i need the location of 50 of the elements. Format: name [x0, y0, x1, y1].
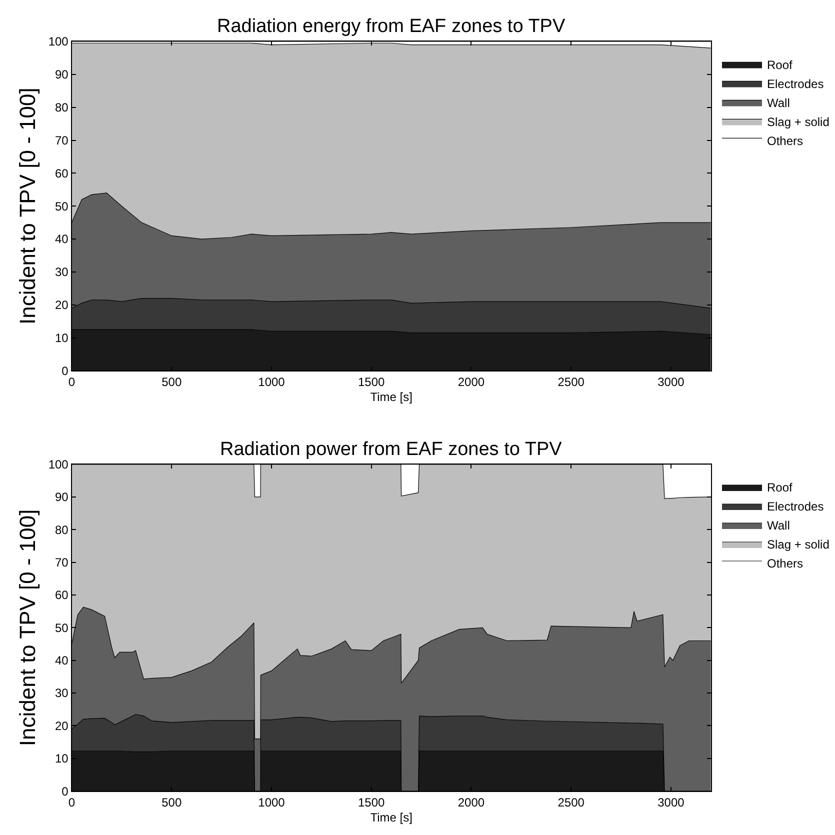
y-tick-label: 80 [55, 522, 69, 537]
x-tick-label: 1500 [358, 375, 386, 390]
y-tick-label: 100 [48, 34, 69, 49]
y-tick-label: 90 [55, 490, 69, 504]
legend-label: Slag + solid [767, 538, 830, 552]
y-tick-label: 60 [55, 166, 69, 180]
y-tick-label: 20 [55, 298, 69, 312]
x-tick-label: 2500 [558, 795, 585, 810]
y-tick-label: 40 [55, 654, 69, 668]
legend-label: Electrodes [767, 500, 824, 514]
y-tick-label: 20 [55, 718, 69, 733]
legend-label: Electrodes [767, 76, 824, 91]
y-tick-label: 70 [55, 133, 69, 148]
x-tick-label: 1000 [258, 375, 286, 390]
x-tick-label: 2000 [458, 375, 485, 390]
y-axis-title: Incident to TPV [0 - 100] [15, 88, 40, 325]
y-tick-label: 40 [55, 232, 69, 246]
y-tick-label: 0 [62, 784, 69, 798]
legend-label: Wall [767, 96, 790, 110]
chart-title: Radiation power from EAF zones to TPV [220, 439, 562, 460]
legend-label: Roof [767, 58, 794, 72]
x-tick-label: 3000 [658, 795, 685, 810]
x-tick-label: 2500 [558, 375, 585, 390]
legend-label: Wall [767, 518, 790, 533]
legend-label: Slag + solid [767, 114, 830, 129]
chart-title: Radiation energy from EAF zones to TPV [217, 16, 566, 37]
legend-label: Others [767, 134, 804, 148]
x-tick-label: 1500 [358, 795, 386, 810]
y-tick-label: 70 [55, 556, 69, 570]
y-tick-label: 30 [55, 686, 69, 700]
x-axis-title: Time [s] [370, 390, 412, 404]
x-tick-label: 2000 [458, 795, 485, 810]
legend-label: Others [767, 556, 804, 571]
y-tick-label: 50 [55, 620, 69, 635]
x-tick-label: 1000 [258, 795, 286, 810]
y-tick-label: 80 [55, 100, 69, 115]
y-tick-label: 0 [62, 364, 69, 378]
x-tick-label: 3000 [658, 375, 685, 390]
y-tick-label: 100 [48, 457, 69, 472]
y-axis-title: Incident to TPV [0 - 100] [15, 509, 40, 746]
y-tick-label: 10 [55, 330, 69, 345]
y-tick-label: 50 [55, 199, 69, 214]
x-tick-label: 500 [162, 375, 182, 390]
legend-label: Roof [767, 480, 794, 495]
y-tick-label: 10 [55, 752, 69, 766]
y-tick-label: 60 [55, 588, 69, 602]
x-axis-title: Time [s] [370, 810, 412, 824]
y-tick-label: 30 [55, 265, 69, 280]
y-tick-label: 90 [55, 68, 69, 82]
x-tick-label: 500 [162, 795, 182, 810]
